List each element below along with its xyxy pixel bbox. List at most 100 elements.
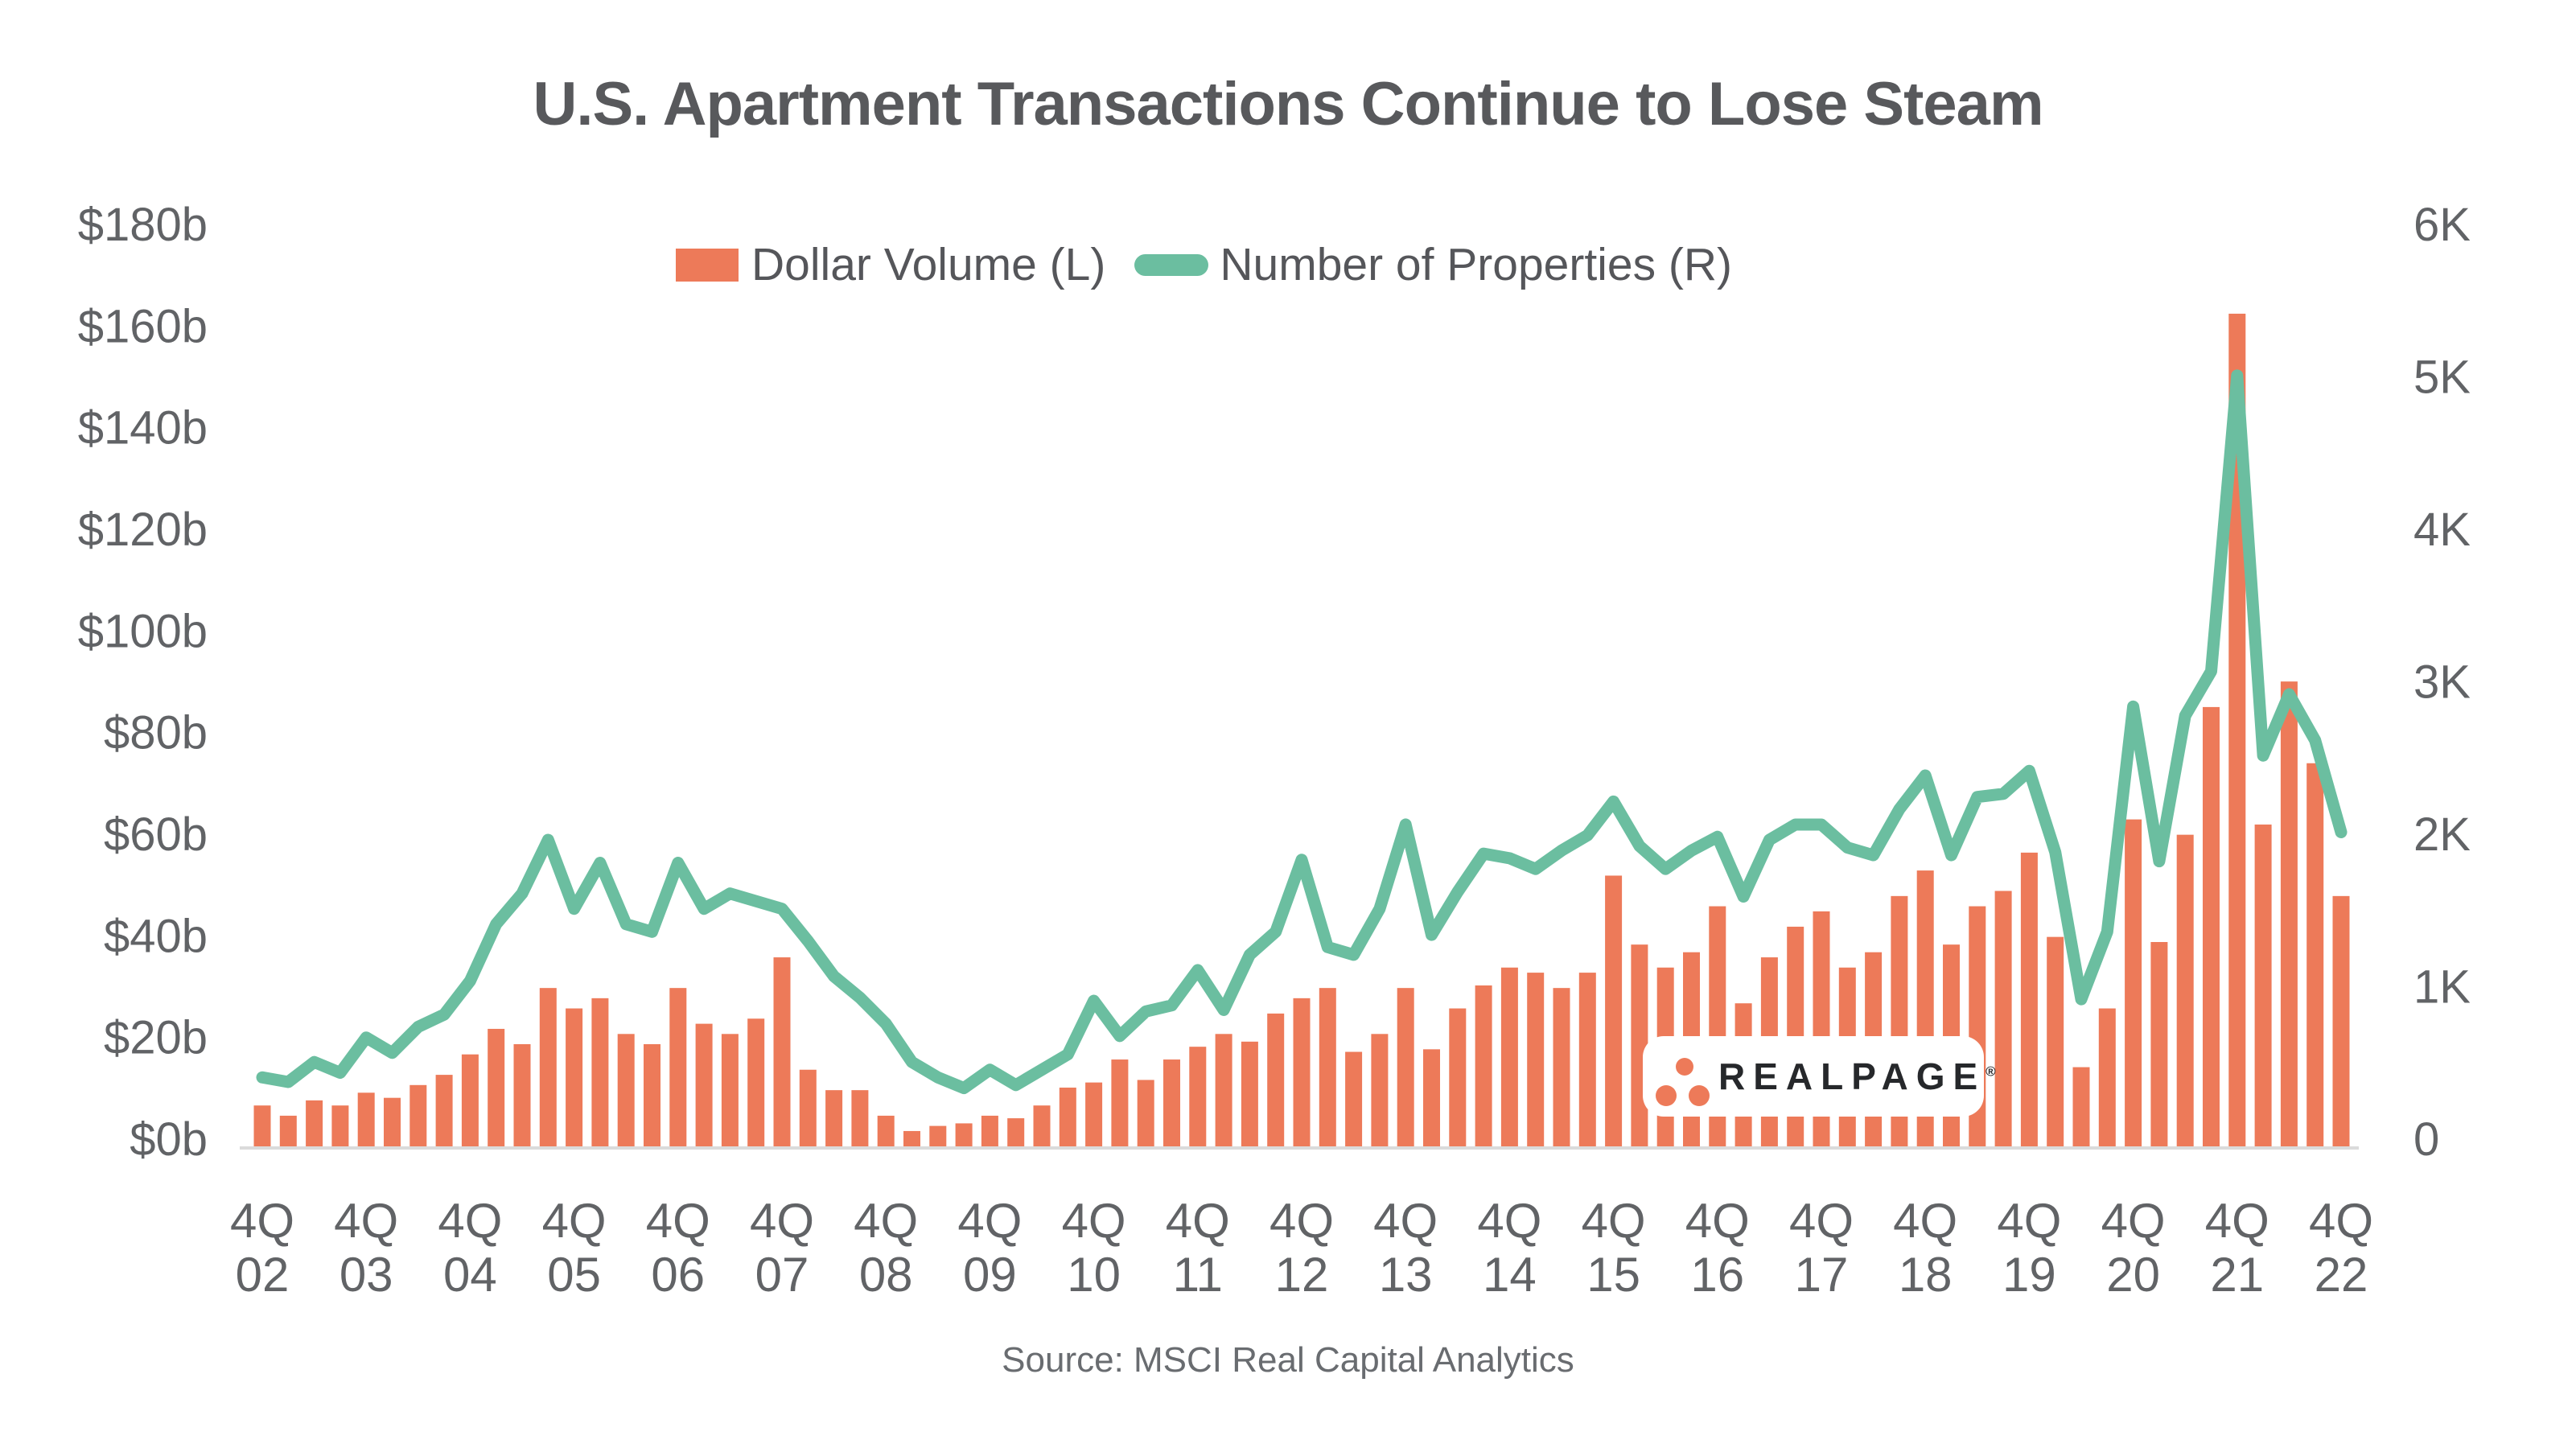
legend-label-properties: Number of Properties (R) — [1220, 239, 1733, 290]
volume-bar-2Q09 — [929, 1125, 947, 1146]
right-axis-tick-6K: 6K — [2413, 199, 2471, 251]
volume-bar-2Q13 — [1345, 1051, 1363, 1146]
volume-bar-3Q19 — [1994, 891, 2012, 1146]
x-tick-quarter-14: 4Q — [1477, 1194, 1541, 1248]
right-axis-tick-3K: 3K — [2413, 656, 2471, 709]
x-tick-year-07: 07 — [755, 1248, 809, 1302]
volume-bar-3Q21 — [2203, 706, 2220, 1146]
volume-bar-4Q20 — [2125, 819, 2142, 1146]
left-axis-tick-40: $40b — [104, 910, 208, 962]
volume-bar-2Q07 — [721, 1034, 739, 1146]
volume-bar-2Q12 — [1241, 1041, 1258, 1146]
x-tick-year-05: 05 — [547, 1248, 601, 1302]
volume-bar-1Q12 — [1215, 1034, 1232, 1146]
x-tick-quarter-19: 4Q — [1997, 1194, 2061, 1248]
volume-bar-4Q22 — [2332, 895, 2350, 1146]
volume-bar-2Q05 — [513, 1044, 531, 1146]
volume-bar-2Q03 — [306, 1100, 323, 1146]
volume-bar-4Q15 — [1605, 875, 1623, 1146]
volume-bar-4Q08 — [877, 1115, 895, 1146]
bar-series-swatch-icon — [676, 248, 739, 282]
x-tick-year-13: 13 — [1379, 1248, 1433, 1302]
left-axis-tick-120: $120b — [78, 504, 208, 556]
volume-bar-3Q15 — [1578, 973, 1596, 1146]
x-tick-quarter-21: 4Q — [2205, 1194, 2269, 1248]
volume-bar-3Q20 — [2098, 1008, 2116, 1146]
left-axis-tick-80: $80b — [104, 707, 208, 759]
volume-bar-1Q20 — [2047, 936, 2064, 1146]
volume-bar-2Q20 — [2072, 1067, 2090, 1146]
volume-bar-3Q08 — [851, 1090, 869, 1146]
realpage-watermark: REALPAGE® — [1643, 1036, 1996, 1117]
volume-bar-3Q11 — [1163, 1059, 1180, 1146]
volume-bar-4Q19 — [2020, 852, 2038, 1146]
legend: Dollar Volume (L) Number of Properties (… — [676, 238, 1732, 291]
volume-bar-3Q09 — [955, 1123, 973, 1146]
volume-bar-1Q09 — [903, 1130, 920, 1146]
volume-bar-4Q10 — [1085, 1082, 1103, 1146]
volume-bar-1Q07 — [695, 1023, 713, 1146]
volume-bar-3Q04 — [435, 1075, 453, 1146]
x-tick-year-03: 03 — [339, 1248, 393, 1302]
volume-bar-4Q07 — [773, 957, 791, 1146]
right-axis-tick-2K: 2K — [2413, 808, 2471, 861]
volume-bar-1Q11 — [1111, 1059, 1129, 1146]
x-tick-year-09: 09 — [963, 1248, 1017, 1302]
x-tick-year-15: 15 — [1586, 1248, 1640, 1302]
x-tick-year-04: 04 — [443, 1248, 497, 1302]
volume-bar-4Q13 — [1397, 988, 1414, 1146]
volume-bar-2Q15 — [1553, 988, 1570, 1146]
x-tick-quarter-17: 4Q — [1789, 1194, 1854, 1248]
x-tick-quarter-20: 4Q — [2101, 1194, 2166, 1248]
right-axis-tick-4K: 4K — [2413, 504, 2471, 556]
volume-bar-4Q02 — [253, 1105, 271, 1146]
volume-bar-4Q06 — [669, 988, 687, 1146]
realpage-dots-icon — [1656, 1058, 1710, 1106]
volume-bar-4Q09 — [981, 1115, 998, 1146]
volume-bar-1Q04 — [384, 1097, 401, 1146]
volume-bar-3Q12 — [1267, 1013, 1285, 1146]
volume-bar-2Q14 — [1449, 1008, 1467, 1146]
legend-label-dollar-volume: Dollar Volume (L) — [751, 239, 1106, 290]
volume-bar-3Q10 — [1059, 1087, 1076, 1146]
volume-bar-2Q22 — [2280, 681, 2298, 1146]
x-tick-quarter-22: 4Q — [2309, 1194, 2373, 1248]
left-axis-tick-0: $0b — [130, 1113, 208, 1166]
volume-bar-3Q05 — [539, 988, 557, 1146]
volume-bar-1Q05 — [488, 1028, 505, 1146]
volume-bar-4Q14 — [1500, 967, 1518, 1146]
legend-item-dollar-volume: Dollar Volume (L) — [676, 238, 1105, 291]
left-axis-tick-100: $100b — [78, 605, 208, 657]
volume-bar-1Q14 — [1423, 1049, 1440, 1146]
volume-bar-1Q10 — [1007, 1118, 1025, 1146]
right-axis-tick-1K: 1K — [2413, 961, 2471, 1014]
left-axis-tick-160: $160b — [78, 300, 208, 352]
volume-bar-3Q13 — [1371, 1034, 1389, 1146]
x-tick-quarter-06: 4Q — [646, 1194, 710, 1248]
left-axis-tick-20: $20b — [104, 1012, 208, 1064]
x-tick-year-10: 10 — [1067, 1248, 1121, 1302]
right-axis-tick-0: 0 — [2413, 1113, 2439, 1166]
x-tick-quarter-07: 4Q — [750, 1194, 814, 1248]
volume-bars — [253, 313, 2350, 1147]
x-tick-year-14: 14 — [1483, 1248, 1537, 1302]
left-axis-tick-180: $180b — [78, 199, 208, 251]
x-tick-year-20: 20 — [2106, 1248, 2160, 1302]
x-tick-quarter-11: 4Q — [1166, 1194, 1230, 1248]
x-tick-quarter-08: 4Q — [854, 1194, 918, 1248]
volume-bar-4Q11 — [1189, 1047, 1207, 1146]
volume-bar-4Q05 — [566, 1008, 583, 1146]
volume-bar-3Q14 — [1475, 985, 1492, 1146]
right-axis-labels: 6K 5K 4K 3K 2K 1K 0 — [2413, 199, 2471, 1166]
volume-bar-1Q21 — [2150, 942, 2168, 1146]
volume-bar-3Q22 — [2306, 763, 2324, 1146]
properties-polyline — [256, 369, 2348, 1095]
volume-bar-3Q07 — [747, 1018, 765, 1146]
x-tick-quarter-18: 4Q — [1893, 1194, 1957, 1248]
x-tick-quarter-10: 4Q — [1062, 1194, 1126, 1248]
volume-bar-3Q03 — [331, 1105, 349, 1146]
chart-title: U.S. Apartment Transactions Continue to … — [533, 70, 2043, 138]
x-tick-year-17: 17 — [1795, 1248, 1849, 1302]
